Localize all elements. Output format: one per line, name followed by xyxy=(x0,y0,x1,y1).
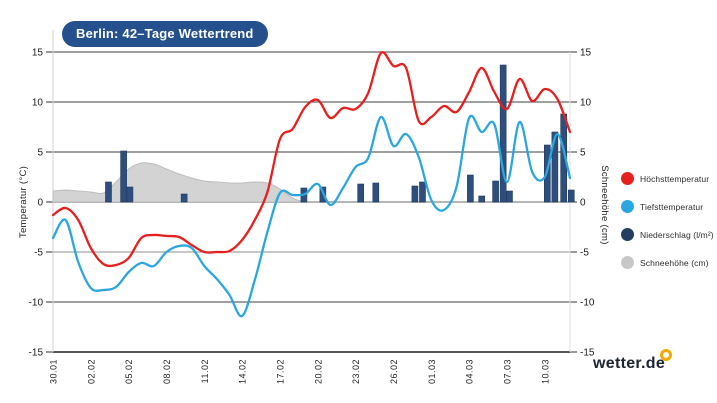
legend-item-tiefsttemperatur: Tiefsttemperatur xyxy=(621,200,714,213)
svg-text:-5: -5 xyxy=(34,248,43,259)
chart-title-badge: Berlin: 42–Tage Wettertrend xyxy=(62,21,268,47)
svg-text:5: 5 xyxy=(37,148,43,159)
wetter-de-logo: wetter.de xyxy=(593,349,673,373)
svg-text:15: 15 xyxy=(32,48,44,59)
svg-text:02.02: 02.02 xyxy=(86,359,96,384)
svg-text:-15: -15 xyxy=(580,348,595,359)
svg-text:0: 0 xyxy=(580,198,586,209)
y-axis-title-right: Schneehöhe (cm) xyxy=(599,165,610,245)
svg-text:-10: -10 xyxy=(580,298,595,309)
svg-text:14.02: 14.02 xyxy=(238,359,248,384)
legend-label: Höchsttemperatur xyxy=(640,173,710,184)
legend-item-niederschlag: Niederschlag (l/m²) xyxy=(621,228,714,241)
svg-text:10: 10 xyxy=(580,98,592,109)
svg-text:10: 10 xyxy=(32,98,44,109)
svg-text:20.02: 20.02 xyxy=(313,359,323,384)
svg-text:07.03: 07.03 xyxy=(502,359,512,384)
svg-text:11.02: 11.02 xyxy=(200,359,210,383)
svg-text:0: 0 xyxy=(37,198,43,209)
svg-text:05.02: 05.02 xyxy=(124,359,134,384)
legend-label: Niederschlag (l/m²) xyxy=(640,229,714,240)
tiefsttemperatur-dot-icon xyxy=(621,200,634,213)
hoechsttemperatur-dot-icon xyxy=(621,172,634,185)
svg-text:08.02: 08.02 xyxy=(162,359,172,384)
svg-text:5: 5 xyxy=(580,148,586,159)
svg-text:10.03: 10.03 xyxy=(540,359,550,384)
svg-text:-5: -5 xyxy=(580,248,589,259)
chart-legend: Höchsttemperatur Tiefsttemperatur Nieder… xyxy=(621,172,714,284)
niederschlag-dot-icon xyxy=(621,228,634,241)
y-axis-title-left: Temperatur (°C) xyxy=(18,165,29,239)
svg-text:30.01: 30.01 xyxy=(49,359,59,384)
schneehoehe-dot-icon xyxy=(621,256,634,269)
svg-text:15: 15 xyxy=(580,48,592,59)
svg-text:-15: -15 xyxy=(29,348,44,359)
svg-text:-10: -10 xyxy=(29,298,44,309)
logo-dot-icon xyxy=(660,349,673,361)
svg-text:04.03: 04.03 xyxy=(465,359,475,384)
svg-text:01.03: 01.03 xyxy=(427,359,437,384)
legend-label: Tiefsttemperatur xyxy=(640,201,704,212)
legend-item-schneehoehe: Schneehöhe (cm) xyxy=(621,256,714,269)
logo-text: wetter.de xyxy=(593,355,666,372)
legend-label: Schneehöhe (cm) xyxy=(640,257,709,268)
svg-text:23.02: 23.02 xyxy=(351,359,361,384)
svg-text:26.02: 26.02 xyxy=(389,359,399,384)
legend-item-hoechsttemperatur: Höchsttemperatur xyxy=(621,172,714,185)
svg-text:17.02: 17.02 xyxy=(275,359,285,384)
